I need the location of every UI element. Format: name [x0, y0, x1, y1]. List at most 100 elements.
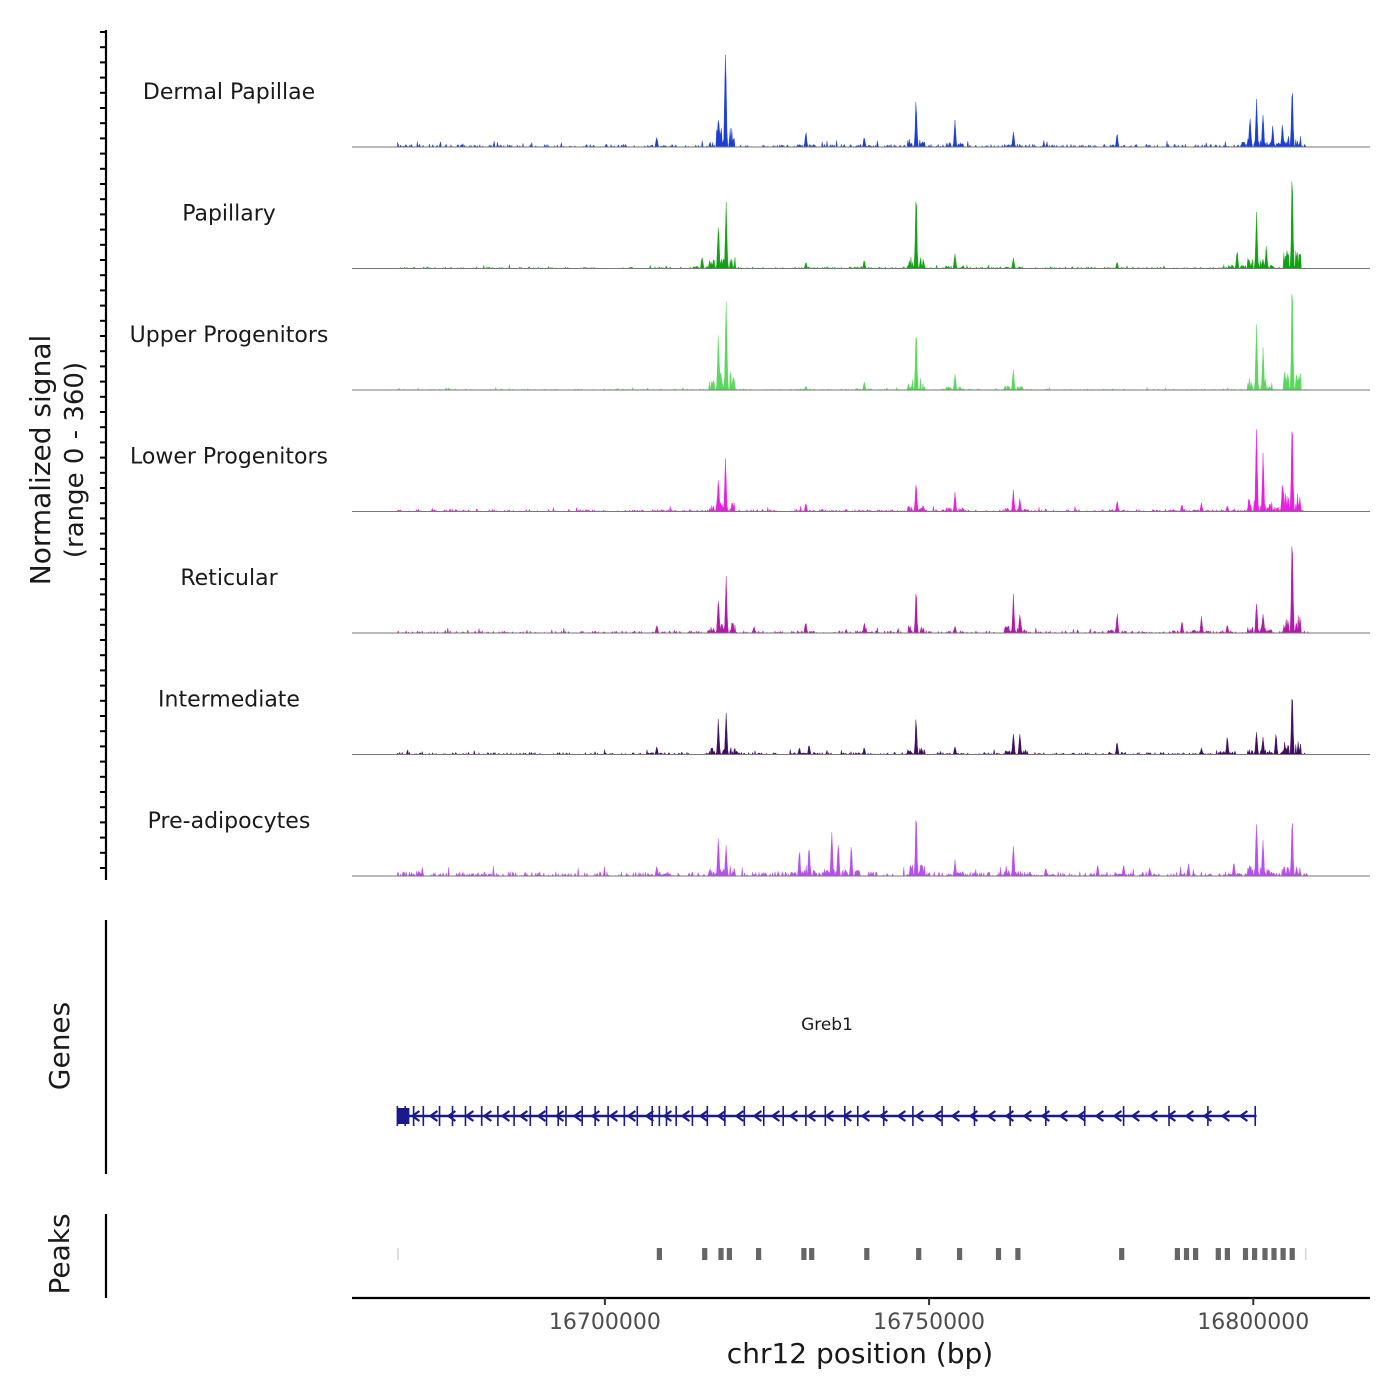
signal-area: [397, 429, 1309, 513]
strand-arrow: [842, 1110, 853, 1122]
strand-arrow: [572, 1110, 583, 1122]
strand-arrow: [1220, 1110, 1231, 1122]
signal-area: [397, 181, 1309, 270]
strand-arrow: [1112, 1110, 1123, 1122]
gene-track: Greb1: [396, 1015, 1257, 1126]
peak-region: [916, 1248, 922, 1260]
gene-label-greb1: Greb1: [801, 1015, 853, 1035]
signal-ylabel: Normalized signal: [24, 335, 57, 586]
signal-area: [397, 820, 1309, 877]
strand-arrow: [860, 1110, 871, 1122]
peak-region: [656, 1248, 662, 1260]
strand-arrow: [1022, 1110, 1033, 1122]
strand-arrow: [968, 1110, 979, 1122]
x-axis-title: chr12 position (bp): [727, 1337, 993, 1370]
peak-region: [1271, 1248, 1277, 1260]
strand-arrow: [1148, 1110, 1159, 1122]
strand-arrow: [626, 1110, 637, 1122]
peak-region: [1305, 1248, 1307, 1260]
peak-region: [1215, 1248, 1221, 1260]
strand-arrow: [1094, 1110, 1105, 1122]
signal-axis-ticks: [100, 31, 106, 869]
strand-arrow: [410, 1110, 421, 1122]
strand-arrow: [1076, 1110, 1087, 1122]
genes-label: Genes: [43, 1002, 76, 1090]
strand-arrow: [554, 1110, 565, 1122]
strand-arrow: [698, 1110, 709, 1122]
signal-area: [397, 293, 1309, 391]
peak-region: [1224, 1248, 1230, 1260]
strand-arrow: [482, 1110, 493, 1122]
strand-arrow: [590, 1110, 601, 1122]
strand-arrow: [662, 1110, 673, 1122]
strand-arrow: [914, 1110, 925, 1122]
track-dermal-papillae: Dermal Papillae: [143, 55, 1370, 148]
peak-region: [1183, 1248, 1190, 1260]
peak-region: [995, 1248, 1002, 1260]
track-label: Dermal Papillae: [143, 80, 315, 105]
strand-arrow: [1004, 1110, 1015, 1122]
peak-region: [957, 1248, 963, 1260]
peak-region: [726, 1248, 732, 1260]
strand-arrow: [608, 1110, 619, 1122]
peak-region: [1015, 1248, 1021, 1260]
peak-region: [1280, 1248, 1286, 1260]
peak-region: [1242, 1248, 1249, 1260]
peak-region: [809, 1248, 815, 1260]
peak-region: [1119, 1248, 1125, 1260]
peak-region: [1252, 1248, 1258, 1260]
strand-arrow: [788, 1110, 799, 1122]
strand-arrow: [734, 1110, 745, 1122]
peak-region: [397, 1248, 399, 1260]
track-upper-progenitors: Upper Progenitors: [130, 293, 1370, 391]
signal-tracks: Dermal Papillae Papillary Upper Progenitor…: [130, 55, 1370, 877]
strand-arrow: [896, 1110, 907, 1122]
strand-arrow: [680, 1110, 691, 1122]
strand-arrow: [464, 1110, 475, 1122]
signal-y-axis-title: Normalized signal (range 0 - 360): [24, 335, 90, 586]
strand-arrow: [1058, 1110, 1069, 1122]
peak-region: [1193, 1248, 1199, 1260]
strand-arrow: [752, 1110, 763, 1122]
peak-region: [1174, 1248, 1180, 1260]
strand-arrow: [1040, 1110, 1051, 1122]
track-label: Papillary: [182, 202, 276, 227]
strand-arrow: [1184, 1110, 1195, 1122]
strand-arrow: [446, 1110, 457, 1122]
strand-arrow: [806, 1110, 817, 1122]
track-pre-adipocytes: Pre-adipocytes: [148, 809, 1370, 877]
strand-arrow: [644, 1110, 655, 1122]
signal-area: [397, 698, 1309, 756]
signal-area: [397, 55, 1309, 148]
track-reticular: Reticular: [180, 546, 1370, 634]
strand-arrow: [500, 1110, 511, 1122]
strand-arrow: [1130, 1110, 1141, 1122]
x-tick-label: 16800000: [1197, 1310, 1309, 1335]
gene-utr-block: [397, 1108, 410, 1124]
strand-arrow: [932, 1110, 943, 1122]
track-label: Reticular: [180, 566, 278, 591]
strand-arrow: [536, 1110, 547, 1122]
peaks-label: Peaks: [43, 1213, 76, 1294]
strand-arrow: [716, 1110, 727, 1122]
strand-arrow: [878, 1110, 889, 1122]
track-lower-progenitors: Lower Progenitors: [130, 429, 1370, 513]
peak-region: [756, 1248, 762, 1260]
track-label: Lower Progenitors: [130, 445, 328, 470]
peak-region: [718, 1248, 724, 1260]
peak-region: [864, 1248, 870, 1260]
track-intermediate: Intermediate: [158, 688, 1370, 756]
signal-ylabel-range: (range 0 - 360): [60, 362, 90, 558]
strand-arrow: [770, 1110, 781, 1122]
strand-arrow: [518, 1110, 529, 1122]
strand-arrow: [950, 1110, 961, 1122]
track-label: Pre-adipocytes: [148, 809, 311, 834]
x-axis-ticks: 16700000 16750000 16800000: [549, 1298, 1309, 1335]
peak-region: [801, 1248, 807, 1260]
track-label: Upper Progenitors: [130, 323, 329, 348]
peak-region: [1262, 1248, 1268, 1260]
signal-area: [397, 546, 1309, 634]
x-tick-label: 16750000: [873, 1310, 985, 1335]
track-papillary: Papillary: [182, 181, 1370, 270]
